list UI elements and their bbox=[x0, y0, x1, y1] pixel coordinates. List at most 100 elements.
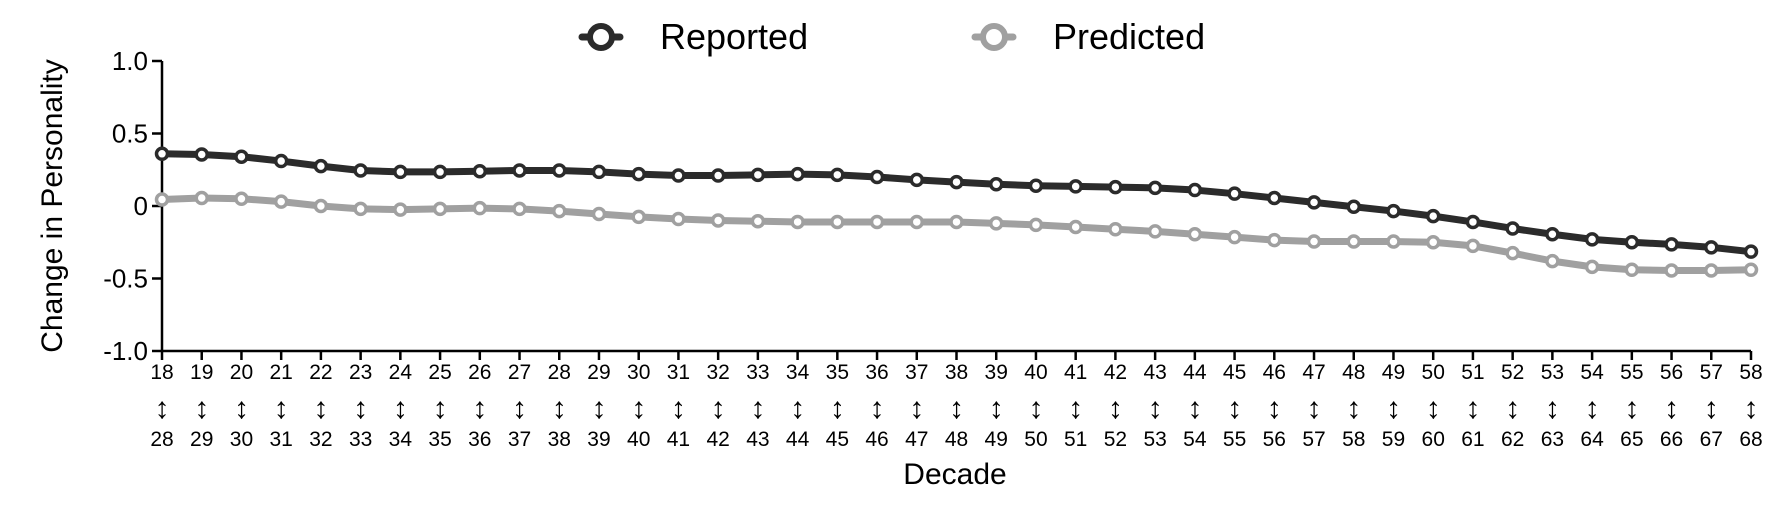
x-tick-arrow: ↕ bbox=[353, 392, 368, 425]
x-tick-arrow: ↕ bbox=[274, 392, 289, 425]
x-tick-arrow: ↕ bbox=[790, 392, 805, 425]
y-tick-label: 0.5 bbox=[112, 119, 148, 149]
data-point-predicted bbox=[671, 211, 686, 227]
data-point-reported bbox=[1664, 237, 1679, 252]
x-tick-arrow: ↕ bbox=[472, 392, 487, 425]
x-tick-label-end: 35 bbox=[428, 428, 451, 451]
y-tick-label: 1.0 bbox=[112, 46, 148, 76]
x-tick-label-end: 28 bbox=[150, 428, 173, 451]
data-point-predicted bbox=[1545, 253, 1560, 269]
data-point-predicted bbox=[154, 192, 170, 207]
data-point-reported bbox=[909, 172, 925, 188]
x-tick-label-end: 33 bbox=[349, 428, 372, 451]
x-tick-label-end: 65 bbox=[1620, 428, 1643, 451]
x-tick-label-start: 21 bbox=[269, 361, 292, 384]
x-tick-label-start: 49 bbox=[1382, 361, 1405, 384]
data-point-reported bbox=[1306, 195, 1322, 210]
x-tick-arrow: ↕ bbox=[234, 392, 249, 425]
x-tick-label-start: 22 bbox=[309, 361, 332, 384]
x-ticks: 18 ↕ 28 19 ↕ 29 20 ↕ 30 21 ↕ 31 22 ↕ 32 23 ↕ 33 24 ↕ 34 25 ↕ 35… bbox=[150, 351, 1763, 451]
data-point-reported bbox=[949, 174, 964, 190]
x-tick-label-end: 54 bbox=[1183, 428, 1207, 451]
legend-item-predicted: Predicted bbox=[971, 16, 1205, 57]
x-tick-label-start: 36 bbox=[865, 361, 888, 384]
y-tick-label: 0 bbox=[134, 191, 148, 221]
data-point-reported bbox=[154, 146, 170, 162]
data-point-predicted bbox=[1267, 232, 1282, 248]
x-tick-label-start: 46 bbox=[1263, 361, 1286, 384]
x-tick-arrow: ↕ bbox=[512, 392, 527, 425]
legend-label-reported: Reported bbox=[660, 16, 808, 57]
data-point-predicted bbox=[552, 203, 567, 219]
x-tick-arrow: ↕ bbox=[1227, 392, 1242, 425]
data-point-reported bbox=[1028, 178, 1044, 193]
x-tick-label-end: 37 bbox=[508, 428, 531, 451]
data-point-reported bbox=[1545, 227, 1560, 242]
x-tick-label-start: 31 bbox=[667, 361, 690, 384]
data-point-predicted bbox=[234, 191, 249, 206]
data-point-reported bbox=[591, 164, 607, 180]
data-point-reported bbox=[1425, 208, 1441, 224]
x-tick-label-end: 66 bbox=[1660, 428, 1683, 451]
x-tick-arrow: ↕ bbox=[1267, 392, 1282, 425]
x-axis-title: Decade bbox=[903, 458, 1006, 491]
data-point-predicted bbox=[790, 214, 805, 230]
x-tick-label-start: 40 bbox=[1024, 361, 1047, 384]
data-point-reported bbox=[1743, 244, 1759, 259]
x-tick-label-end: 51 bbox=[1064, 428, 1087, 451]
x-tick-label-end: 46 bbox=[865, 428, 888, 451]
x-tick-label-start: 43 bbox=[1143, 361, 1166, 384]
x-tick-label-end: 48 bbox=[945, 428, 968, 451]
x-tick-label-start: 34 bbox=[786, 361, 810, 384]
data-point-reported bbox=[1346, 199, 1361, 214]
x-tick-label-start: 27 bbox=[508, 361, 531, 384]
x-tick-label-end: 55 bbox=[1223, 428, 1246, 451]
x-tick-arrow: ↕ bbox=[1465, 392, 1480, 425]
data-point-predicted bbox=[750, 213, 766, 229]
data-point-predicted bbox=[830, 214, 845, 230]
data-point-reported bbox=[1465, 214, 1481, 230]
x-tick-label-start: 56 bbox=[1660, 361, 1683, 384]
x-tick-arrow: ↕ bbox=[1068, 392, 1083, 425]
data-point-predicted bbox=[1187, 227, 1203, 242]
x-tick-label-start: 52 bbox=[1501, 361, 1524, 384]
x-tick-label-end: 29 bbox=[190, 428, 213, 451]
data-point-reported bbox=[512, 163, 527, 178]
x-tick-label-start: 54 bbox=[1580, 361, 1604, 384]
y-tick-label: -1.0 bbox=[103, 336, 148, 366]
legend-label-predicted: Predicted bbox=[1053, 16, 1205, 57]
data-point-predicted bbox=[1068, 219, 1083, 235]
x-tick-label-end: 40 bbox=[627, 428, 650, 451]
x-tick-label-end: 64 bbox=[1580, 428, 1604, 451]
x-tick-label-start: 53 bbox=[1541, 361, 1564, 384]
x-tick-label-end: 57 bbox=[1302, 428, 1325, 451]
series-predicted bbox=[154, 190, 1759, 278]
data-point-reported bbox=[1584, 232, 1600, 247]
x-tick-label-end: 43 bbox=[746, 428, 769, 451]
data-point-predicted bbox=[432, 201, 448, 217]
x-tick-label-start: 25 bbox=[428, 361, 451, 384]
x-tick-label-end: 45 bbox=[826, 428, 849, 451]
x-tick-label-start: 48 bbox=[1342, 361, 1365, 384]
data-point-predicted bbox=[1505, 245, 1520, 261]
data-point-reported bbox=[313, 158, 329, 174]
x-tick-arrow: ↕ bbox=[989, 392, 1004, 425]
x-tick-arrow: ↕ bbox=[1505, 392, 1520, 425]
x-tick-arrow: ↕ bbox=[591, 392, 606, 425]
data-point-predicted bbox=[512, 201, 527, 217]
x-tick-label-start: 58 bbox=[1739, 361, 1762, 384]
x-tick-arrow: ↕ bbox=[1545, 392, 1560, 425]
x-tick-label-end: 32 bbox=[309, 428, 332, 451]
data-point-reported bbox=[1147, 180, 1163, 196]
x-tick-label-start: 44 bbox=[1183, 361, 1207, 384]
x-tick-label-end: 38 bbox=[548, 428, 571, 451]
x-tick-label-end: 30 bbox=[230, 428, 253, 451]
x-tick-arrow: ↕ bbox=[631, 392, 646, 425]
data-point-reported bbox=[671, 168, 686, 183]
x-tick-label-end: 36 bbox=[468, 428, 491, 451]
data-point-predicted bbox=[1227, 229, 1242, 245]
data-point-predicted bbox=[1306, 234, 1322, 249]
x-tick-label-end: 61 bbox=[1461, 428, 1484, 451]
x-tick-label-end: 67 bbox=[1700, 428, 1723, 451]
